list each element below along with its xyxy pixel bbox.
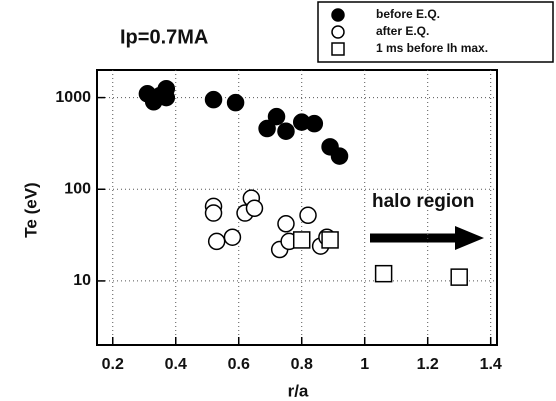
legend-label: before E.Q. (376, 7, 440, 21)
x-tick-label: 0.6 (228, 356, 250, 373)
legend-box (317, 1, 554, 63)
legend-symbol (331, 42, 345, 56)
point (223, 228, 242, 246)
x-tick-label: 0.2 (102, 356, 124, 373)
x-tick-label: 1 (360, 356, 369, 373)
point (226, 93, 245, 112)
point (267, 107, 286, 126)
point (277, 215, 295, 233)
y-tick-label: 10 (73, 272, 91, 289)
point (245, 199, 264, 218)
point (305, 114, 324, 133)
x-tick-label: 0.4 (165, 356, 187, 373)
point (204, 204, 223, 222)
point (277, 122, 295, 140)
arrow-head (455, 226, 484, 250)
y-axis-label: Te (eV) (21, 182, 40, 237)
x-tick-label: 0.8 (291, 356, 313, 373)
point (450, 268, 468, 286)
plot-frame (96, 69, 498, 346)
point (374, 264, 393, 283)
point (321, 231, 339, 249)
legend-symbol (331, 8, 345, 22)
point (207, 232, 226, 251)
point (292, 231, 311, 249)
point (330, 147, 349, 165)
y-tick-label: 1000 (55, 89, 91, 106)
legend-label: after E.Q. (376, 24, 429, 38)
annotation: halo region (372, 191, 474, 212)
point (258, 119, 276, 138)
chart-title: Ip=0.7MA (120, 26, 208, 48)
point (299, 206, 317, 225)
point (157, 88, 176, 107)
x-axis-label: r/a (288, 381, 309, 400)
point (204, 90, 223, 109)
x-tick-label: 1.4 (480, 356, 502, 373)
legend-symbol (331, 25, 345, 39)
y-tick-label: 100 (64, 180, 91, 197)
legend-label: 1 ms before Ih max. (376, 41, 488, 55)
x-tick-label: 1.2 (417, 356, 439, 373)
